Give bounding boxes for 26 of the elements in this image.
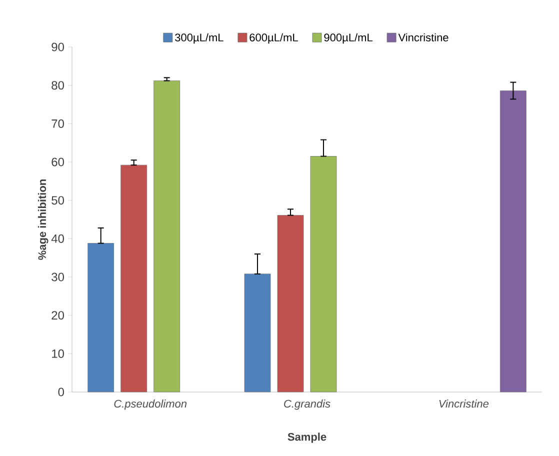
legend-label: 600µL/mL — [250, 33, 298, 44]
x-tick-label: Vincristine — [439, 400, 489, 408]
legend-label: 300µL/mL — [175, 33, 224, 44]
y-tick-label: 90 — [52, 42, 64, 52]
bar — [88, 243, 114, 392]
bar — [120, 164, 148, 392]
legend-label: Vincristine — [398, 33, 448, 42]
y-tick-label: 10 — [52, 349, 64, 358]
bar — [500, 90, 526, 392]
y-tick-label: 60 — [52, 158, 64, 166]
y-tick-label: 40 — [51, 234, 64, 243]
x-tick-label: C.grandis — [284, 400, 330, 410]
y-axis-title: %age inhibition — [38, 180, 48, 260]
legend-label: 900µL/mL — [324, 33, 372, 44]
y-tick-label: 0 — [58, 388, 64, 396]
bar — [244, 274, 271, 392]
bar — [310, 156, 337, 392]
y-tick-label: 80 — [52, 81, 64, 90]
x-tick-label: C.pseudolimon — [114, 400, 187, 410]
y-tick-label: 20 — [52, 311, 64, 320]
y-tick-label: 70 — [52, 119, 64, 128]
bar — [277, 215, 304, 392]
bar — [154, 80, 180, 392]
y-tick-label: 30 — [52, 272, 64, 282]
x-axis-title: Sample — [288, 432, 326, 443]
y-tick-label: 50 — [52, 196, 64, 205]
